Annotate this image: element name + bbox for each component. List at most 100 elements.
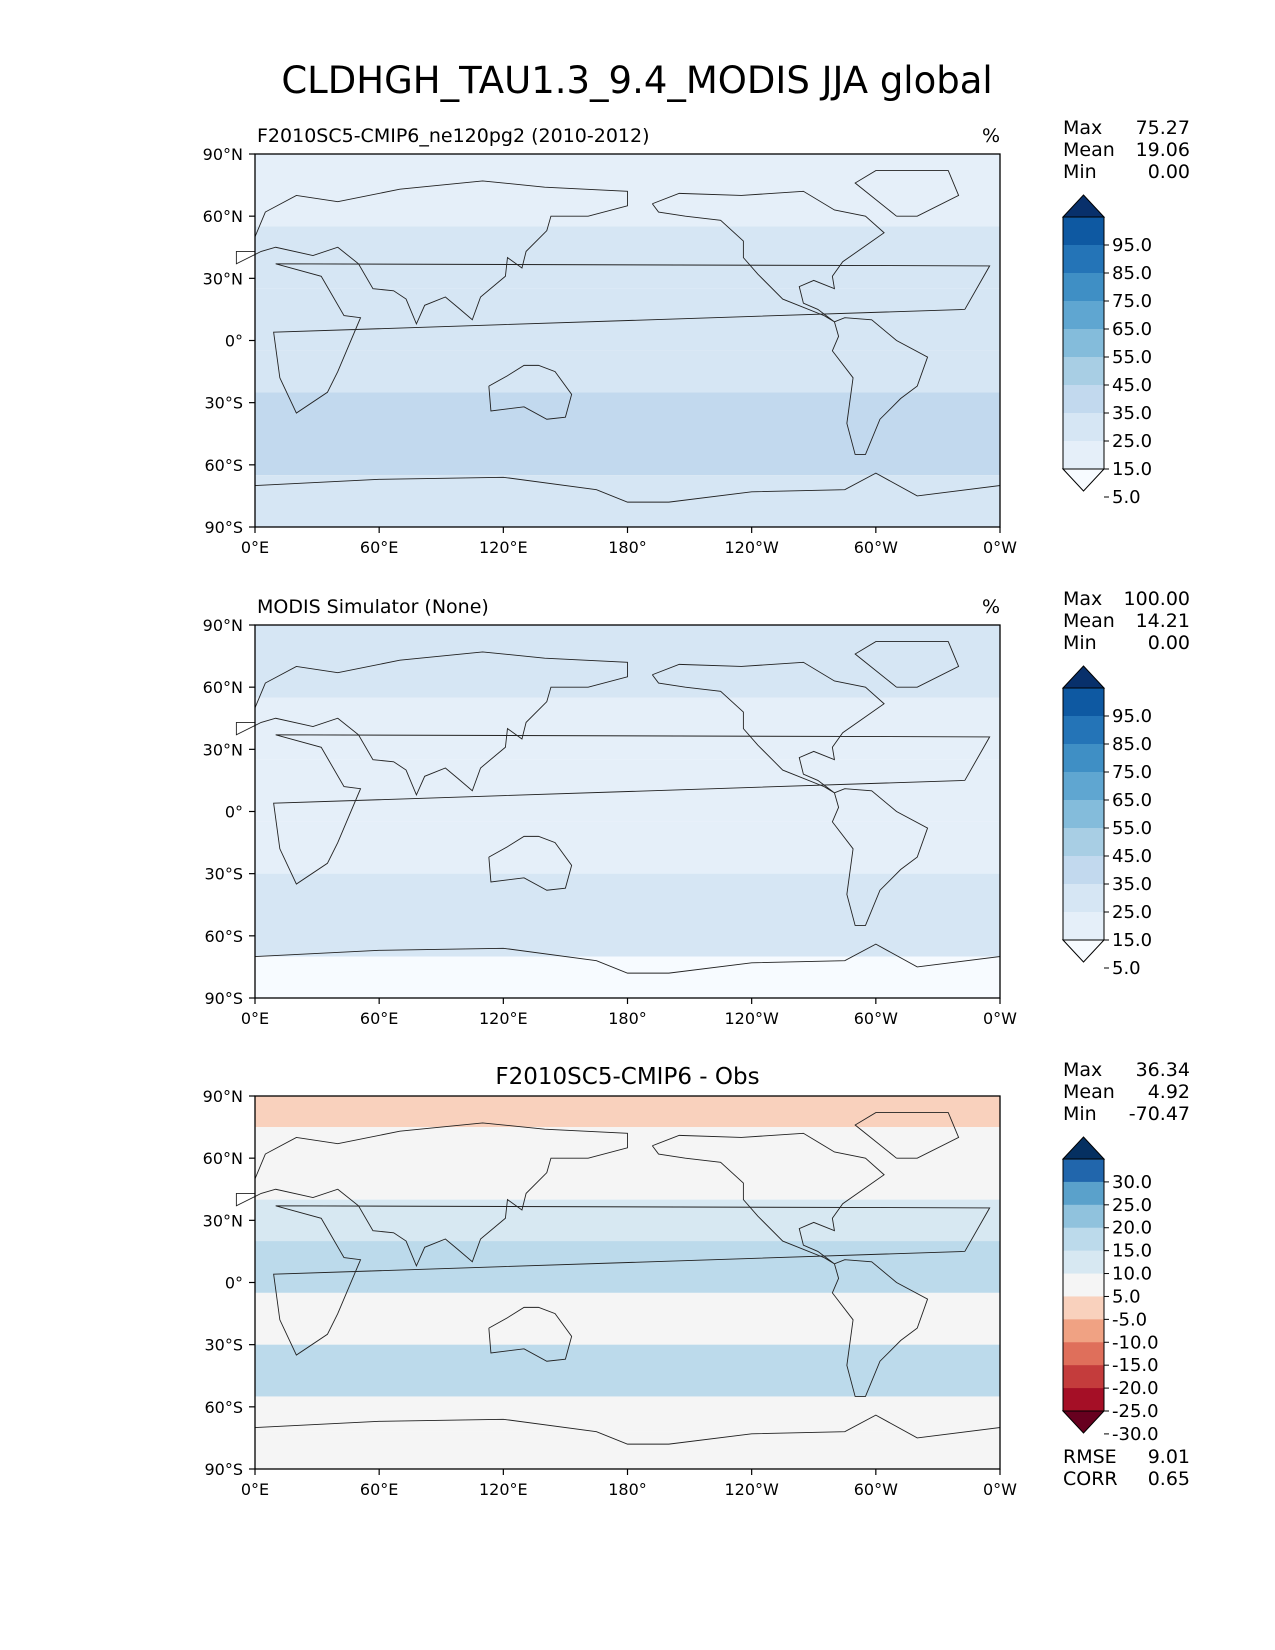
x-tick-label: 60°W (854, 1009, 898, 1028)
colorbar-swatch (1063, 1365, 1104, 1389)
map-panel-2: 90°N 60°N 30°N 0° 30°S 60°S 90°S0°E 60°E 120°E 18… (203, 588, 1190, 1028)
x-tick-label: 120°E (479, 538, 528, 557)
colorbar-tick-label: 55.0 (1112, 347, 1152, 368)
colorbar-swatch (1063, 245, 1104, 274)
stat-label: Mean (1063, 139, 1115, 161)
colorbar-tick-label: 15.0 (1112, 930, 1152, 951)
colorbar-extend-min (1061, 939, 1106, 963)
colorbar-swatch (1063, 716, 1104, 745)
y-tick-label: 30°N (203, 1211, 243, 1230)
colorbar-tick-label: 20.0 (1112, 1218, 1152, 1239)
coastline (273, 734, 991, 885)
coastline (651, 1132, 885, 1265)
x-tick-label: 120°W (724, 1009, 779, 1028)
x-tick-label: 0°W (983, 538, 1017, 557)
colorbar-swatch (1063, 800, 1104, 829)
field-band (255, 392, 1000, 476)
y-tick-label: 60°S (204, 1398, 243, 1417)
y-tick-label: 0° (225, 1274, 243, 1293)
colorbar-tick-label: 25.0 (1112, 902, 1152, 923)
coastline (651, 661, 885, 794)
x-tick-label: 60°W (854, 538, 898, 557)
y-tick-label: 90°N (203, 616, 243, 635)
colorbar-frame (1062, 1158, 1105, 1412)
colorbar-extend-min (1061, 468, 1106, 492)
colorbar-tick-label: -25.0 (1112, 1401, 1159, 1422)
stat-value: 14.21 (1136, 610, 1190, 632)
colorbar-swatch (1063, 884, 1104, 913)
colorbar-tick-label: 45.0 (1112, 375, 1152, 396)
coastline (854, 1112, 960, 1159)
colorbar-extend-max (1061, 194, 1106, 218)
x-tick-label: 0°E (241, 1480, 269, 1499)
y-tick-label: 90°S (204, 1460, 243, 1479)
stat-label: Min (1063, 1103, 1097, 1125)
coastline (273, 1205, 991, 1356)
colorbar-tick-label: 45.0 (1112, 846, 1152, 867)
x-tick-label: 60°E (360, 538, 398, 557)
y-tick-label: 60°N (203, 1149, 243, 1168)
coastline (831, 317, 929, 455)
coastline (831, 788, 929, 926)
field-band (255, 350, 1000, 393)
map-panel-1: 90°N 60°N 30°N 0° 30°S 60°S 90°S0°E 60°E 120°E 18… (203, 117, 1190, 557)
x-tick-label: 0°W (983, 1009, 1017, 1028)
colorbar-swatch (1063, 1273, 1104, 1297)
map-panel-3: 90°N 60°N 30°N 0° 30°S 60°S 90°S0°E 60°E 120°E 18… (203, 1059, 1190, 1499)
stat-value: 100.00 (1124, 588, 1190, 610)
stat-label: Max (1063, 1059, 1102, 1081)
x-tick-label: 60°E (360, 1480, 398, 1499)
colorbar-swatch (1063, 1250, 1104, 1275)
y-tick-label: 90°S (204, 518, 243, 537)
coastline (488, 364, 573, 420)
panel-title: MODIS Simulator (None) (257, 596, 489, 618)
colorbar-tick-label: 35.0 (1112, 403, 1152, 424)
x-tick-label: 180° (608, 1480, 647, 1499)
continent-outlines (235, 170, 1001, 528)
colorbar-frame (1062, 687, 1105, 941)
x-tick-label: 120°W (724, 1480, 779, 1499)
colorbar-tick-label: -15.0 (1112, 1355, 1159, 1376)
x-tick-label: 180° (608, 1009, 647, 1028)
metric-label: RMSE (1063, 1446, 1117, 1468)
stat-value: 0.00 (1148, 161, 1190, 183)
colorbar-swatch (1063, 912, 1104, 941)
metric-label: CORR (1063, 1468, 1118, 1490)
colorbar-tick-label: 35.0 (1112, 874, 1152, 895)
stat-value: 19.06 (1136, 139, 1190, 161)
y-tick-label: 60°S (204, 456, 243, 475)
field-band (255, 226, 1000, 289)
stat-label: Min (1063, 632, 1097, 654)
colorbar-tick-label: 5.0 (1112, 487, 1141, 508)
metric-value: 0.65 (1148, 1468, 1190, 1490)
colorbar-swatch (1063, 828, 1104, 857)
colorbar-tick-label: 25.0 (1112, 431, 1152, 452)
stat-value: 36.34 (1136, 1059, 1190, 1081)
coastline (273, 263, 991, 414)
y-tick-label: 30°S (204, 394, 243, 413)
colorbar-tick-label: 15.0 (1112, 459, 1152, 480)
colorbar-tick-label: 85.0 (1112, 734, 1152, 755)
x-tick-label: 60°W (854, 1480, 898, 1499)
colorbar-swatch (1063, 1342, 1104, 1366)
y-tick-label: 30°S (204, 865, 243, 884)
x-tick-label: 180° (608, 538, 647, 557)
y-tick-label: 0° (225, 332, 243, 351)
colorbar-tick-label: 5.0 (1112, 958, 1141, 979)
colorbar-tick-label: 85.0 (1112, 263, 1152, 284)
coastline (235, 180, 628, 326)
colorbar-swatch (1063, 772, 1104, 801)
coastline (854, 170, 960, 217)
colorbar-tick-label: 15.0 (1112, 1241, 1152, 1262)
continent-outlines (235, 641, 1001, 999)
colorbar-extend-max (1061, 665, 1106, 689)
colorbar-swatch (1063, 385, 1104, 414)
y-tick-label: 0° (225, 803, 243, 822)
field-band (255, 1241, 1000, 1293)
stat-label: Mean (1063, 610, 1115, 632)
colorbar-swatch (1063, 1319, 1104, 1343)
colorbar-swatch (1063, 217, 1104, 246)
colorbar-swatch (1063, 856, 1104, 885)
coastline (235, 651, 628, 797)
